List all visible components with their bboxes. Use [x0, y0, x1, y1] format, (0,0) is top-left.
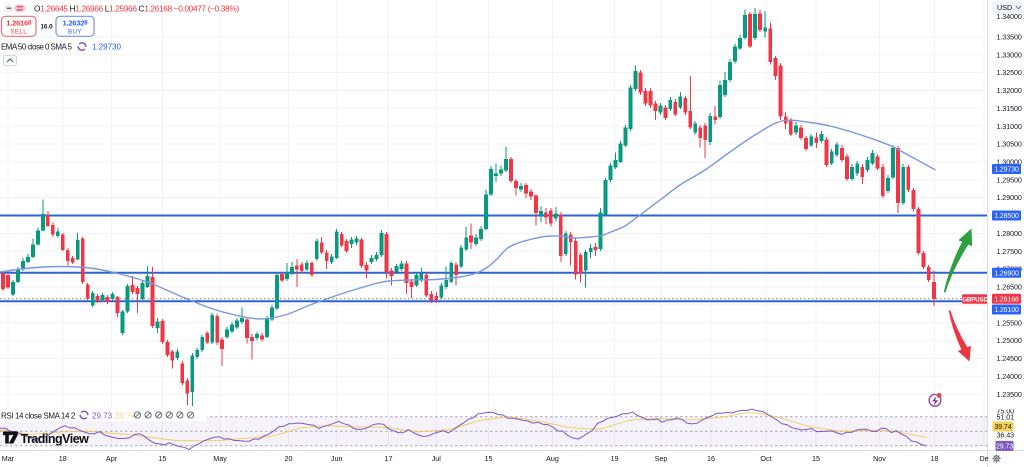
svg-text:1.26168: 1.26168	[6, 19, 32, 28]
svg-text:15: 15	[158, 454, 166, 463]
svg-text:May: May	[213, 454, 227, 463]
svg-text:16: 16	[707, 454, 715, 463]
svg-text:1.26500: 1.26500	[997, 283, 1022, 292]
svg-text:TradingView: TradingView	[21, 432, 90, 446]
svg-text:1.27500: 1.27500	[997, 247, 1022, 256]
svg-text:Oct: Oct	[760, 454, 771, 463]
svg-text:1.33000: 1.33000	[997, 50, 1022, 59]
svg-text:1.28000: 1.28000	[997, 229, 1022, 238]
svg-text:1.32000: 1.32000	[997, 86, 1022, 95]
svg-text:1.31000: 1.31000	[997, 122, 1022, 131]
svg-text:1.32500: 1.32500	[997, 68, 1022, 77]
svg-text:51.01: 51.01	[997, 413, 1015, 422]
svg-text:75.00: 75.00	[997, 406, 1015, 415]
svg-text:39.74: 39.74	[994, 424, 1011, 431]
svg-text:Apr: Apr	[106, 454, 118, 463]
svg-text:Sep: Sep	[655, 454, 668, 463]
svg-text:20: 20	[285, 454, 293, 463]
svg-text:15: 15	[812, 454, 820, 463]
svg-text:1.26328: 1.26328	[63, 19, 89, 28]
svg-text:1.34000: 1.34000	[997, 12, 1022, 21]
svg-text:1.28500: 1.28500	[994, 213, 1019, 220]
svg-text:18: 18	[931, 454, 939, 463]
svg-text:1.29000: 1.29000	[997, 193, 1022, 202]
svg-text:1.25500: 1.25500	[997, 318, 1022, 327]
svg-text:19: 19	[611, 454, 619, 463]
svg-text:18: 18	[59, 454, 67, 463]
svg-text:1.24500: 1.24500	[997, 354, 1022, 363]
svg-text:GBPUSD: GBPUSD	[962, 297, 988, 304]
svg-text:RSI 14 close SMA 14 2: RSI 14 close SMA 14 2	[1, 412, 76, 421]
svg-text:15: 15	[485, 454, 493, 463]
svg-text:29.73: 29.73	[92, 412, 113, 421]
svg-text:Jul: Jul	[432, 454, 442, 463]
svg-text:1.29730: 1.29730	[994, 167, 1019, 174]
svg-text:BUY: BUY	[68, 29, 82, 36]
svg-text:1.25000: 1.25000	[997, 336, 1022, 345]
svg-text:1.29500: 1.29500	[997, 175, 1022, 184]
svg-text:SELL: SELL	[10, 29, 27, 36]
svg-text:1.33500: 1.33500	[997, 32, 1022, 41]
svg-text:1.29730: 1.29730	[92, 43, 121, 52]
svg-text:Nov: Nov	[873, 454, 886, 463]
svg-text:1.30500: 1.30500	[997, 140, 1022, 149]
svg-text:1.24000: 1.24000	[997, 372, 1022, 381]
svg-text:USD: USD	[997, 3, 1012, 12]
svg-text:O1.26645 H1.26966 L1.25966 C1.: O1.26645 H1.26966 L1.25966 C1.26168 −0.0…	[34, 4, 239, 14]
svg-text:16.0: 16.0	[40, 24, 53, 31]
svg-text:De: De	[979, 454, 988, 463]
svg-text:1.31500: 1.31500	[997, 104, 1022, 113]
svg-text:1.26168: 1.26168	[994, 296, 1019, 303]
svg-text:Jun: Jun	[331, 454, 343, 463]
svg-text:1.26900: 1.26900	[994, 270, 1019, 277]
svg-text:1.30000: 1.30000	[997, 158, 1022, 167]
svg-text:Aug: Aug	[546, 454, 559, 463]
svg-text:36.43: 36.43	[997, 431, 1015, 440]
svg-text:Mar: Mar	[2, 454, 15, 463]
svg-text:1.26100: 1.26100	[994, 307, 1019, 314]
svg-text:EMA 50 close 0 SMA 5: EMA 50 close 0 SMA 5	[1, 43, 72, 52]
svg-text:17: 17	[385, 454, 393, 463]
svg-text:39.74: 39.74	[115, 412, 136, 421]
svg-text:29.73: 29.73	[996, 444, 1013, 451]
svg-text:1.23500: 1.23500	[997, 390, 1022, 399]
